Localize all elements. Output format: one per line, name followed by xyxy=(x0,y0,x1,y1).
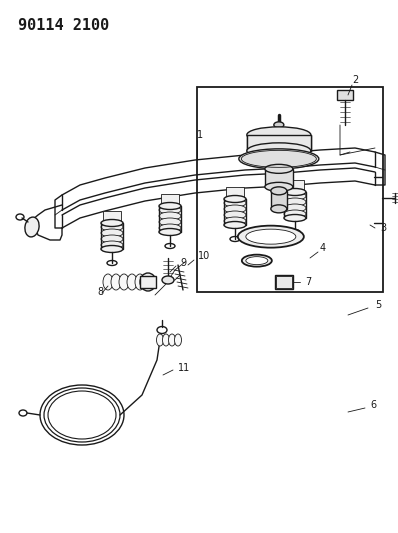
Ellipse shape xyxy=(224,205,246,213)
Ellipse shape xyxy=(284,214,306,222)
Ellipse shape xyxy=(271,205,287,213)
Ellipse shape xyxy=(284,210,306,218)
Bar xyxy=(271,191,287,209)
Ellipse shape xyxy=(101,246,123,253)
Ellipse shape xyxy=(159,218,181,226)
Bar xyxy=(226,187,244,199)
Ellipse shape xyxy=(111,274,121,290)
Ellipse shape xyxy=(162,334,170,346)
Ellipse shape xyxy=(284,192,306,200)
Bar xyxy=(265,169,293,187)
Text: 9: 9 xyxy=(180,258,186,268)
Text: 1: 1 xyxy=(197,130,203,140)
Ellipse shape xyxy=(101,220,123,227)
Bar xyxy=(161,194,179,206)
Ellipse shape xyxy=(174,334,181,346)
Ellipse shape xyxy=(103,274,113,290)
Ellipse shape xyxy=(246,257,268,265)
Ellipse shape xyxy=(284,204,306,212)
Ellipse shape xyxy=(284,189,306,196)
Ellipse shape xyxy=(159,224,181,232)
Bar xyxy=(140,276,156,288)
Ellipse shape xyxy=(101,241,123,249)
Ellipse shape xyxy=(246,229,296,244)
Ellipse shape xyxy=(159,229,181,236)
Text: 5: 5 xyxy=(375,300,381,310)
Ellipse shape xyxy=(127,274,137,290)
Ellipse shape xyxy=(224,211,246,219)
Ellipse shape xyxy=(135,274,145,290)
Ellipse shape xyxy=(224,217,246,225)
Ellipse shape xyxy=(224,222,246,229)
Text: 4: 4 xyxy=(320,243,326,253)
Bar xyxy=(286,180,304,192)
Ellipse shape xyxy=(25,217,39,237)
Ellipse shape xyxy=(239,149,319,169)
Bar xyxy=(337,90,353,100)
Bar xyxy=(197,87,383,292)
Ellipse shape xyxy=(242,255,272,266)
Ellipse shape xyxy=(274,122,284,128)
Ellipse shape xyxy=(247,127,311,143)
Ellipse shape xyxy=(159,203,181,209)
Ellipse shape xyxy=(162,276,174,284)
Ellipse shape xyxy=(224,196,246,203)
Ellipse shape xyxy=(159,212,181,220)
Ellipse shape xyxy=(265,164,293,173)
Ellipse shape xyxy=(101,235,123,243)
Ellipse shape xyxy=(159,206,181,214)
Text: 6: 6 xyxy=(370,400,376,410)
Ellipse shape xyxy=(265,182,293,191)
Text: 7: 7 xyxy=(305,277,311,287)
Ellipse shape xyxy=(156,334,164,346)
Bar xyxy=(103,211,121,223)
Ellipse shape xyxy=(119,274,129,290)
Bar xyxy=(276,276,292,288)
Ellipse shape xyxy=(284,198,306,206)
Ellipse shape xyxy=(168,334,176,346)
Text: 2: 2 xyxy=(352,75,358,85)
Ellipse shape xyxy=(224,199,246,207)
Text: 10: 10 xyxy=(198,251,210,261)
Ellipse shape xyxy=(247,143,311,159)
Ellipse shape xyxy=(101,229,123,237)
Bar xyxy=(247,135,311,151)
Ellipse shape xyxy=(238,225,304,248)
Text: 11: 11 xyxy=(178,363,190,373)
Text: 90114 2100: 90114 2100 xyxy=(18,18,109,33)
Ellipse shape xyxy=(271,187,287,195)
Text: 8: 8 xyxy=(97,287,103,297)
Ellipse shape xyxy=(140,273,156,291)
Ellipse shape xyxy=(101,223,123,231)
Bar xyxy=(275,275,293,289)
Text: 3: 3 xyxy=(380,223,386,233)
